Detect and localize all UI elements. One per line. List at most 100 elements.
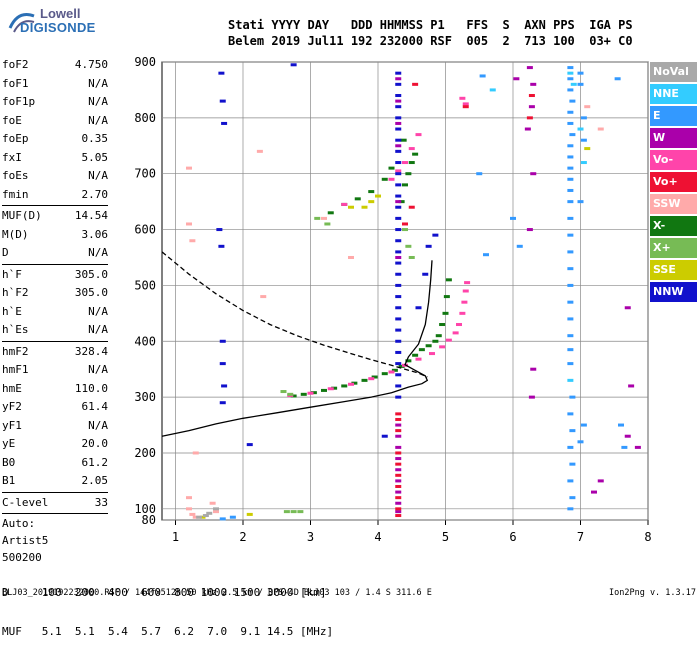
echo-x-mark bbox=[388, 166, 395, 170]
echo-e-mark bbox=[479, 74, 486, 78]
echo-e-mark bbox=[580, 138, 587, 142]
muf-table: D 100 200 400 600 800 1000 1500 3000 [km… bbox=[2, 560, 333, 651]
echo-x-mark bbox=[405, 172, 412, 176]
echo-w-mark bbox=[524, 127, 531, 131]
echo-vo-mark bbox=[341, 202, 348, 206]
echo-w-mark bbox=[530, 172, 537, 176]
echo-x-mark bbox=[425, 344, 432, 348]
echo-vo-mark bbox=[459, 96, 466, 100]
param-label: yE bbox=[2, 437, 16, 450]
echo-e-mark bbox=[567, 121, 574, 125]
echo-e-mark bbox=[567, 507, 574, 511]
echo-e-mark bbox=[577, 82, 584, 86]
param-value: 61.4 bbox=[81, 400, 109, 413]
echo-w-mark bbox=[528, 105, 535, 109]
param-value: 61.2 bbox=[81, 455, 109, 469]
echo-x-mark bbox=[435, 334, 442, 338]
echo-x-mark bbox=[327, 211, 334, 215]
legend-item-vo: Vo- bbox=[650, 150, 697, 170]
echo-e-mark bbox=[567, 348, 574, 352]
echo-e-mark bbox=[577, 200, 584, 204]
echo-sse-mark bbox=[368, 200, 375, 204]
echo-ssw-mark bbox=[186, 507, 192, 511]
echo-nnw-mark bbox=[395, 149, 402, 153]
echo-vo-mark bbox=[462, 102, 469, 106]
x-tick-label: 6 bbox=[509, 530, 516, 544]
echo-nnw-mark bbox=[395, 216, 402, 220]
echo-e-mark bbox=[567, 479, 574, 483]
echo-e-mark bbox=[569, 462, 576, 466]
echo-vo-mark bbox=[395, 412, 402, 416]
param-label: h`F2 bbox=[2, 286, 29, 299]
param-label: h`E bbox=[2, 304, 22, 318]
echo-vo-mark bbox=[528, 94, 535, 98]
echo-nnw-mark bbox=[422, 272, 429, 276]
echo-e-mark bbox=[567, 216, 574, 220]
param-row: M(D) 3.06 bbox=[2, 226, 108, 245]
param-label: D bbox=[2, 246, 9, 259]
echo-sse-mark bbox=[584, 147, 591, 151]
echo-nnw-mark bbox=[432, 233, 439, 237]
echo-vo-mark bbox=[348, 382, 354, 386]
param-value: N/A bbox=[88, 169, 108, 182]
echo-nnw-mark bbox=[395, 283, 402, 287]
echo-nnw-mark bbox=[395, 261, 402, 265]
echo-nnw-mark bbox=[395, 127, 402, 131]
y-tick-label: 500 bbox=[134, 278, 156, 292]
echo-w-mark bbox=[597, 479, 604, 483]
echo-nnw-mark bbox=[216, 228, 223, 232]
echo-vo-mark bbox=[388, 177, 395, 181]
echo-nnw-mark bbox=[395, 350, 402, 354]
echo-e-mark bbox=[614, 77, 621, 81]
legend-item-nne: NNE bbox=[650, 84, 697, 104]
echo-nnw-mark bbox=[218, 71, 225, 75]
param-row: D N/A bbox=[2, 244, 108, 263]
file-info-footer: BLJ03_2019192232000.RSF / 144fx512h 50 k… bbox=[2, 588, 432, 598]
x-tick-label: 7 bbox=[577, 530, 584, 544]
echo-e-mark bbox=[567, 445, 574, 449]
param-separator bbox=[2, 263, 108, 265]
echo-vo-mark bbox=[395, 514, 402, 518]
echo-x-mark bbox=[314, 216, 321, 220]
echo-nnw-mark bbox=[395, 172, 402, 176]
param-row: foF1 N/A bbox=[2, 75, 108, 94]
param-label: yF1 bbox=[2, 418, 22, 432]
y-tick-label: 600 bbox=[134, 223, 156, 237]
legend-item-vo: Vo+ bbox=[650, 172, 697, 192]
x-tick-label: 4 bbox=[374, 530, 381, 544]
echo-ssw-mark bbox=[186, 222, 192, 226]
echo-e-mark bbox=[577, 71, 584, 75]
parameter-panel: foF2 4.750 foF1 N/A foF1p N/A foE N/A foEp 0.35 fx… bbox=[2, 56, 108, 566]
echo-e-mark bbox=[567, 200, 574, 204]
echo-nnw-mark bbox=[395, 306, 402, 310]
echo-e-mark bbox=[567, 166, 574, 170]
param-label: foF2 bbox=[2, 58, 29, 71]
echo-vo-mark bbox=[395, 417, 402, 421]
echo-w-mark bbox=[395, 501, 402, 505]
echo-vo-mark bbox=[395, 484, 402, 488]
legend-item-ssw: SSW bbox=[650, 194, 697, 214]
echo-vo-mark bbox=[395, 462, 402, 466]
param-label: hmF2 bbox=[2, 344, 29, 358]
param-separator bbox=[2, 491, 108, 493]
echo-nnw-mark bbox=[395, 161, 402, 165]
echo-ssw-mark bbox=[213, 510, 219, 514]
echo-e-mark bbox=[580, 423, 587, 427]
echo-nnw-mark bbox=[221, 384, 228, 388]
echo-w-mark bbox=[395, 99, 402, 103]
param-value: 4.750 bbox=[74, 58, 108, 71]
echo-ssw-mark bbox=[186, 496, 192, 500]
echo-sse-mark bbox=[361, 205, 368, 209]
param-note: 500200 bbox=[2, 551, 42, 564]
echo-x-mark bbox=[361, 378, 368, 382]
echo-x-mark bbox=[391, 368, 398, 372]
echo-e-mark bbox=[567, 334, 574, 338]
param-value: N/A bbox=[88, 76, 108, 90]
x-tick-label: 2 bbox=[239, 530, 246, 544]
echo-x-mark bbox=[331, 386, 338, 390]
echo-w-mark bbox=[526, 228, 533, 232]
param-separator bbox=[2, 513, 108, 514]
param-row: hmF2 328.4 bbox=[2, 343, 108, 362]
echo-x-mark bbox=[351, 381, 358, 385]
